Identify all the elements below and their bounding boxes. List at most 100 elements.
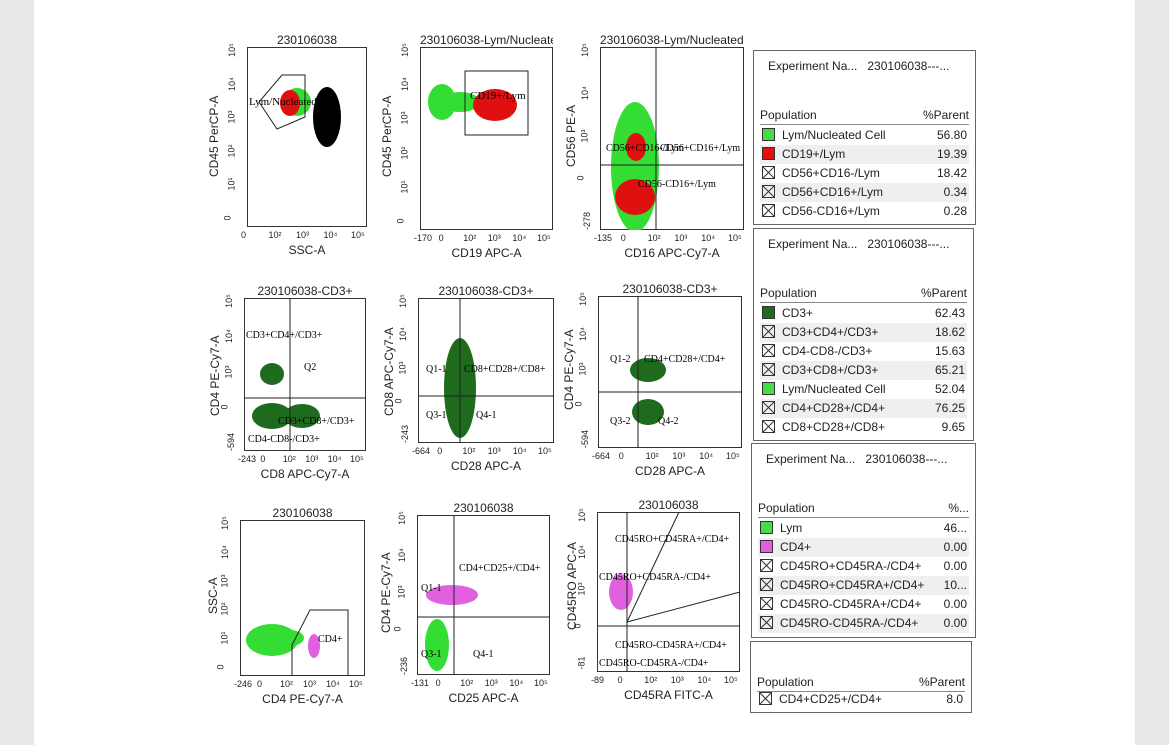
- event-cloud-red: [280, 90, 300, 116]
- y-tick-label: 10³: [396, 585, 407, 599]
- plot-frame: [598, 296, 742, 448]
- unchecked-box-icon[interactable]: [762, 325, 775, 338]
- y-tick-label: 10⁴: [219, 544, 230, 559]
- experiment-label: Experiment Na...: [768, 59, 858, 73]
- population-row[interactable]: CD8+CD28+/CD8+ 9.65: [760, 418, 967, 437]
- y-tick-label: -278: [582, 211, 593, 231]
- y-tick-label: 10⁵: [576, 508, 587, 522]
- gate-label: Q4-1: [476, 410, 497, 421]
- gate-polygon: [291, 609, 349, 676]
- col-population: Population: [758, 501, 815, 515]
- x-tick-label: 10⁴: [509, 678, 524, 688]
- population-row[interactable]: CD56-CD16+/Lym 0.28: [760, 202, 969, 221]
- y-tick-label: 10⁴: [397, 327, 408, 342]
- unchecked-box-icon[interactable]: [762, 204, 775, 217]
- color-swatch-icon[interactable]: [762, 128, 775, 141]
- event-cloud-darkgreen: [252, 403, 292, 429]
- gate-label: CD3+CD8+/CD3+: [278, 416, 355, 427]
- x-tick-label: 10²: [268, 230, 282, 240]
- unchecked-box-icon[interactable]: [760, 597, 773, 610]
- y-tick-label: 10⁴: [396, 548, 407, 562]
- unchecked-box-icon[interactable]: [759, 692, 772, 705]
- x-tick-label: 0: [620, 233, 626, 243]
- unchecked-box-icon[interactable]: [762, 363, 775, 376]
- plot-4: 230106038-CD3+ CD8 APC-Cy7-A CD4 PE-Cy7-…: [208, 284, 366, 481]
- dot-plot-svg: CD4+: [246, 609, 349, 676]
- x-tick-label: 10⁵: [726, 451, 740, 461]
- y-tick-label: 10³: [223, 364, 234, 379]
- table-header: Population %Parent: [757, 675, 965, 692]
- x-tick-label: 10⁵: [537, 233, 551, 243]
- population-row[interactable]: CD4+CD25+/CD4+ 8.0: [757, 690, 965, 709]
- population-row[interactable]: CD56+CD16+/Lym 0.34: [760, 183, 969, 202]
- event-cloud-darkgreen: [632, 399, 664, 425]
- population-row[interactable]: CD4+ 0.00: [758, 538, 969, 557]
- population-name: CD4+CD25+/CD4+: [779, 692, 883, 706]
- unchecked-box-icon[interactable]: [762, 401, 775, 414]
- y-tick-label: 0: [573, 401, 584, 407]
- x-tick-label: 10⁴: [323, 230, 338, 240]
- population-row[interactable]: CD3+CD8+/CD3+ 65.21: [760, 361, 967, 380]
- x-tick-label: 10⁴: [699, 451, 714, 461]
- population-row[interactable]: CD19+/Lym 19.39: [760, 145, 969, 164]
- unchecked-box-icon[interactable]: [762, 185, 775, 198]
- population-row[interactable]: CD4-CD8-/CD3+ 15.63: [760, 342, 967, 361]
- unchecked-box-icon[interactable]: [760, 616, 773, 629]
- population-row[interactable]: CD45RO+CD45RA-/CD4+ 0.00: [758, 557, 969, 576]
- y-tick-label: 10²: [399, 146, 410, 160]
- color-swatch-icon[interactable]: [762, 382, 775, 395]
- unchecked-box-icon[interactable]: [762, 344, 775, 357]
- x-tick-label: 10³: [296, 230, 310, 240]
- percent-parent: 65.21: [934, 363, 965, 377]
- y-tick-label: 10⁵: [577, 292, 588, 306]
- color-swatch-icon[interactable]: [762, 306, 775, 319]
- unchecked-box-icon[interactable]: [762, 166, 775, 179]
- event-cloud-green: [276, 630, 304, 646]
- population-row[interactable]: CD45RO+CD45RA+/CD4+ 10...: [758, 576, 969, 595]
- population-row[interactable]: Lym 46...: [758, 519, 969, 538]
- y-tick-label: 10⁵: [396, 511, 407, 525]
- gate-label: Q3-1: [421, 649, 442, 660]
- x-tick-label: -135: [594, 233, 613, 243]
- color-swatch-icon[interactable]: [760, 540, 773, 553]
- gate-label: Q3-2: [610, 416, 631, 427]
- y-axis-label: CD45 PerCP-A: [207, 95, 221, 177]
- gate-label: Q1-2: [610, 354, 631, 365]
- population-row[interactable]: CD4+CD28+/CD4+ 76.25: [760, 399, 967, 418]
- plot-title: 230106038-CD3+: [257, 284, 353, 298]
- gate-label: Q1-1: [426, 364, 447, 375]
- population-row[interactable]: CD56+CD16-/Lym 18.42: [760, 164, 969, 183]
- experiment-name: Experiment Na... 230106038---...: [768, 59, 949, 73]
- gate-label-cd19: CD19+/Lym: [470, 90, 526, 102]
- y-axis-label: CD56 PE-A: [564, 104, 578, 167]
- population-row[interactable]: Lym/Nucleated Cell 52.04: [760, 380, 967, 399]
- plot-title: 230106038-CD3+: [438, 284, 534, 298]
- x-axis-label: CD16 APC-Cy7-A: [624, 246, 720, 260]
- x-tick-label: 0: [438, 233, 444, 243]
- population-row[interactable]: CD3+CD4+/CD3+ 18.62: [760, 323, 967, 342]
- unchecked-box-icon[interactable]: [760, 559, 773, 572]
- population-row[interactable]: CD3+ 62.43: [760, 304, 967, 323]
- x-tick-label: 10³: [305, 454, 319, 464]
- color-swatch-icon[interactable]: [762, 147, 775, 160]
- population-row[interactable]: Lym/Nucleated Cell 56.80: [760, 126, 969, 145]
- population-name: Lym/Nucleated Cell: [782, 382, 886, 396]
- x-tick-label: 0: [257, 679, 263, 689]
- y-tick-label: 0: [395, 218, 406, 224]
- gate-label: Q1-1: [421, 583, 442, 594]
- population-row[interactable]: CD45RO-CD45RA-/CD4+ 0.00: [758, 614, 969, 633]
- y-tick-label: 10¹: [226, 177, 237, 191]
- y-tick-label: 10³: [579, 128, 590, 143]
- unchecked-box-icon[interactable]: [762, 420, 775, 433]
- y-tick-label: 10⁵: [219, 516, 230, 530]
- stats-panel-2: Experiment Na... 230106038---... Populati…: [753, 228, 974, 441]
- plot-title: 230106038: [638, 498, 699, 512]
- color-swatch-icon[interactable]: [760, 521, 773, 534]
- population-row[interactable]: CD45RO-CD45RA+/CD4+ 0.00: [758, 595, 969, 614]
- y-tick-label: 10⁴: [399, 77, 410, 92]
- col-parent: %Parent: [922, 108, 969, 122]
- plot-1: 230106038 SSC-A CD45 PerCP-A Lym/Nucleat…: [207, 33, 367, 257]
- unchecked-box-icon[interactable]: [760, 578, 773, 591]
- y-tick-label: 10⁵: [226, 43, 237, 57]
- y-tick-label: 10⁵: [397, 294, 408, 308]
